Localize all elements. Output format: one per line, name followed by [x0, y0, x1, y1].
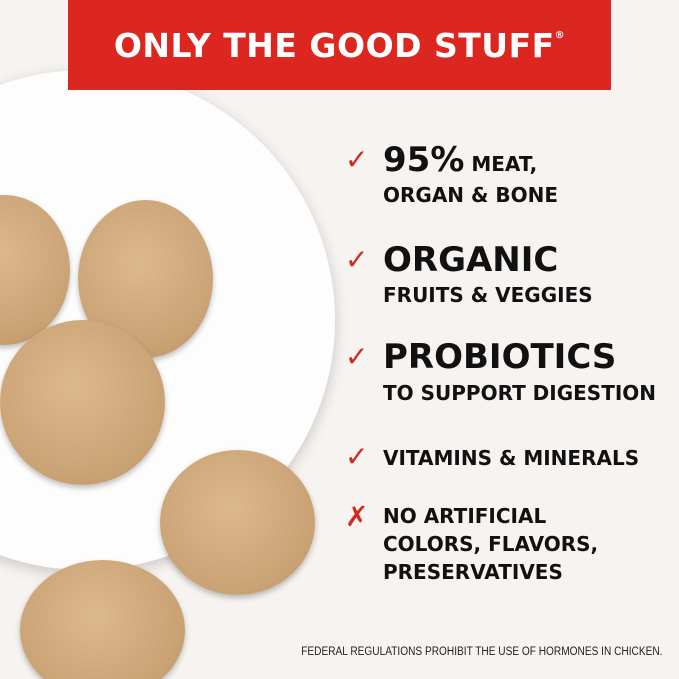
header-banner: ONLY THE GOOD STUFF® — [68, 0, 611, 90]
banner-title: ONLY THE GOOD STUFF® — [113, 25, 566, 65]
food-patty — [0, 320, 165, 485]
footnote: FEDERAL REGULATIONS PROHIBIT THE USE OF … — [300, 646, 662, 658]
checkmark-icon: ✓ — [345, 440, 369, 473]
registered-mark: ® — [554, 29, 566, 41]
food-patty — [20, 560, 185, 679]
checkmark-icon: ✓ — [345, 340, 369, 373]
checkmark-icon: ✓ — [345, 243, 369, 276]
x-mark-icon: ✗ — [345, 500, 369, 533]
checkmark-icon: ✓ — [345, 143, 369, 176]
food-patty — [160, 450, 315, 595]
